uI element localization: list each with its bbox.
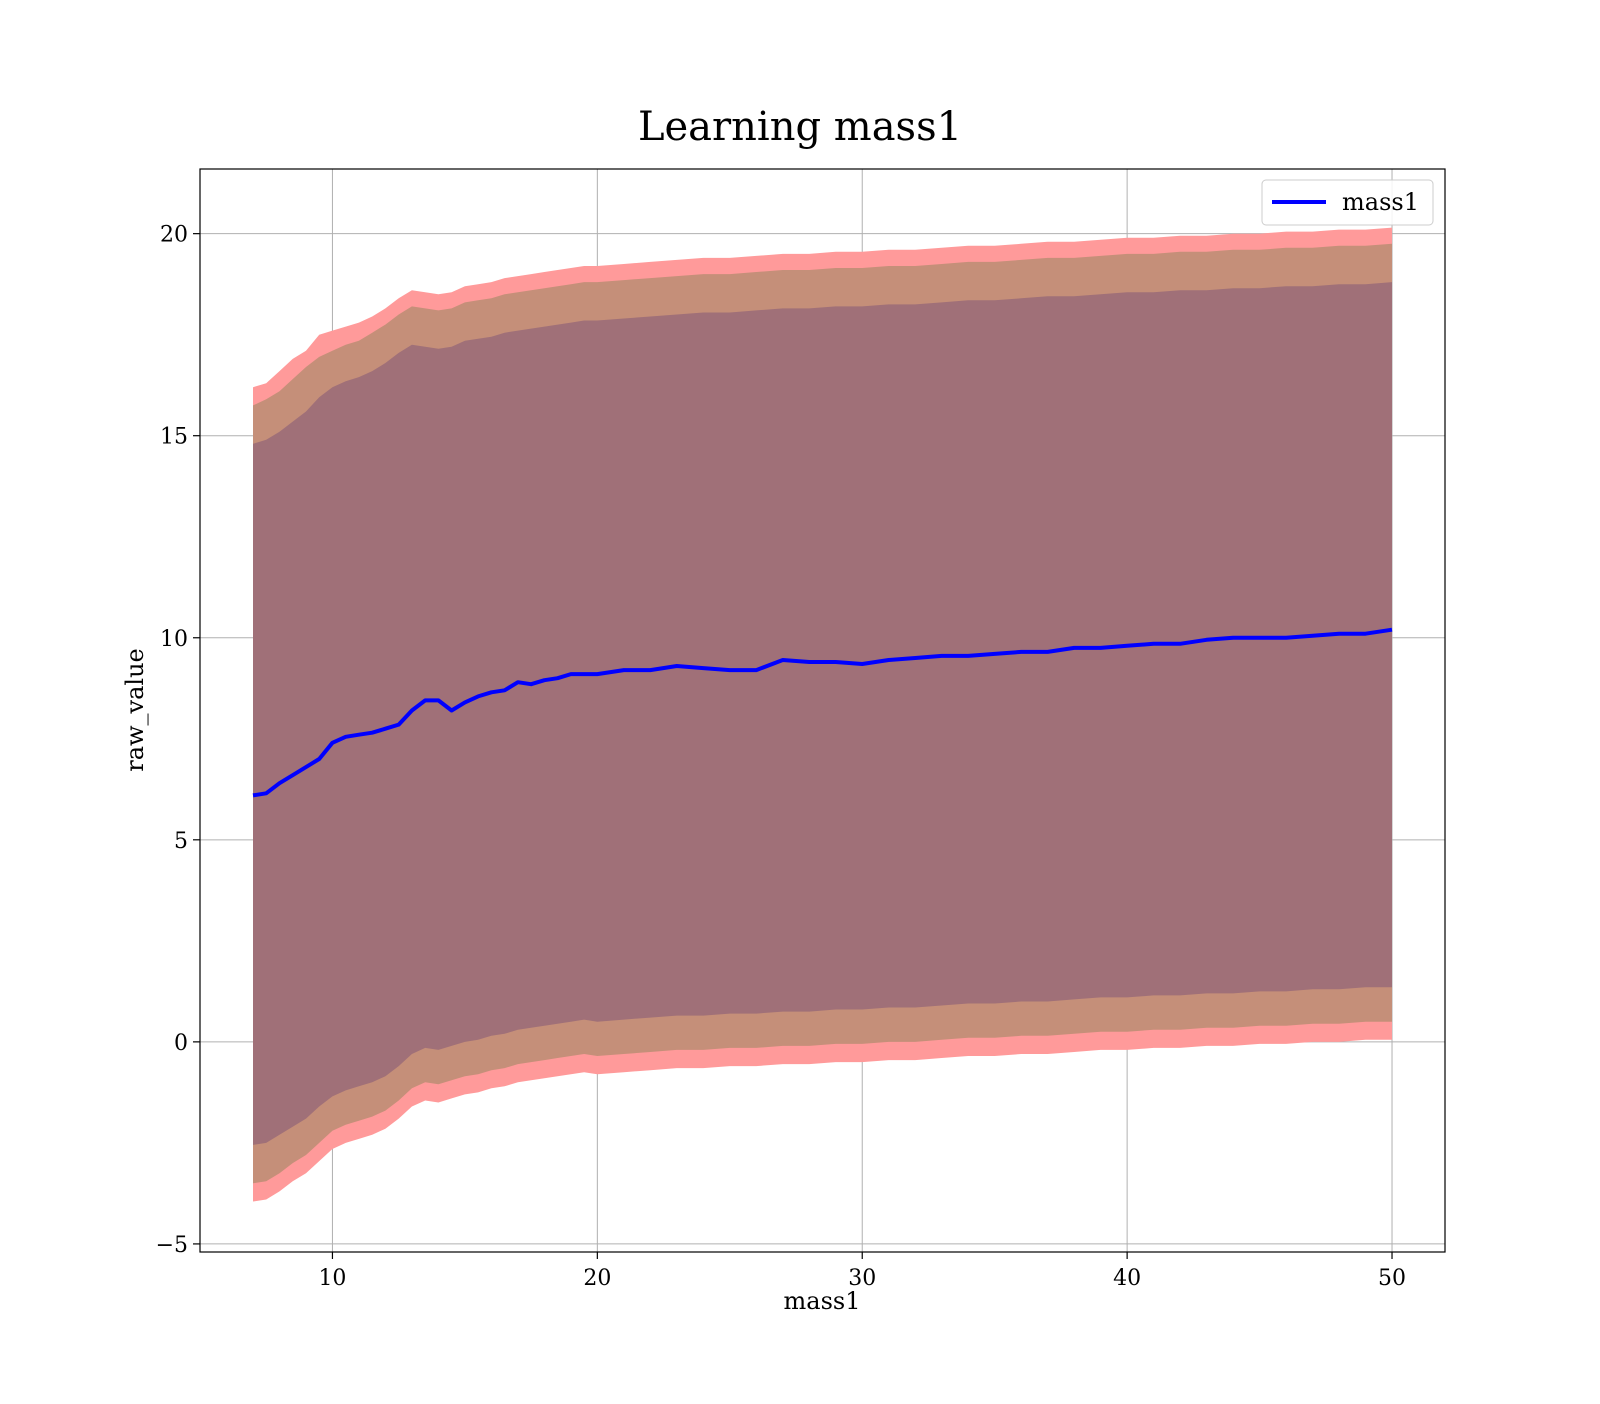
y-tick-label: 20	[160, 223, 188, 248]
legend-box	[1261, 179, 1434, 226]
ticks-layer: 10 20 30 40 50 −5 0 5 10 15 20	[156, 223, 1406, 1291]
x-tick-label: 30	[848, 1266, 876, 1291]
y-axis-label: raw_value	[121, 648, 149, 772]
legend: mass1	[1261, 179, 1434, 226]
y-tick-label: −5	[156, 1233, 188, 1258]
line-layer	[252, 627, 1393, 798]
x-tick-label: 10	[318, 1266, 346, 1291]
bands-layer	[253, 227, 1392, 1202]
y-tick-label: 0	[174, 1031, 188, 1056]
y-tick-label: 10	[160, 627, 188, 652]
x-axis-label: mass1	[784, 1287, 861, 1315]
legend-label: mass1	[1342, 188, 1419, 216]
x-tick-label: 20	[583, 1266, 611, 1291]
y-tick-label: 5	[174, 829, 188, 854]
y-tick-label: 15	[160, 425, 188, 450]
plot-frame	[199, 168, 1446, 1253]
chart-title: Learning mass1	[638, 104, 962, 150]
series-line-mass1	[252, 627, 1393, 798]
x-tick-label: 40	[1113, 1266, 1141, 1291]
band-inner	[253, 282, 1392, 1145]
x-tick-label: 50	[1378, 1266, 1406, 1291]
